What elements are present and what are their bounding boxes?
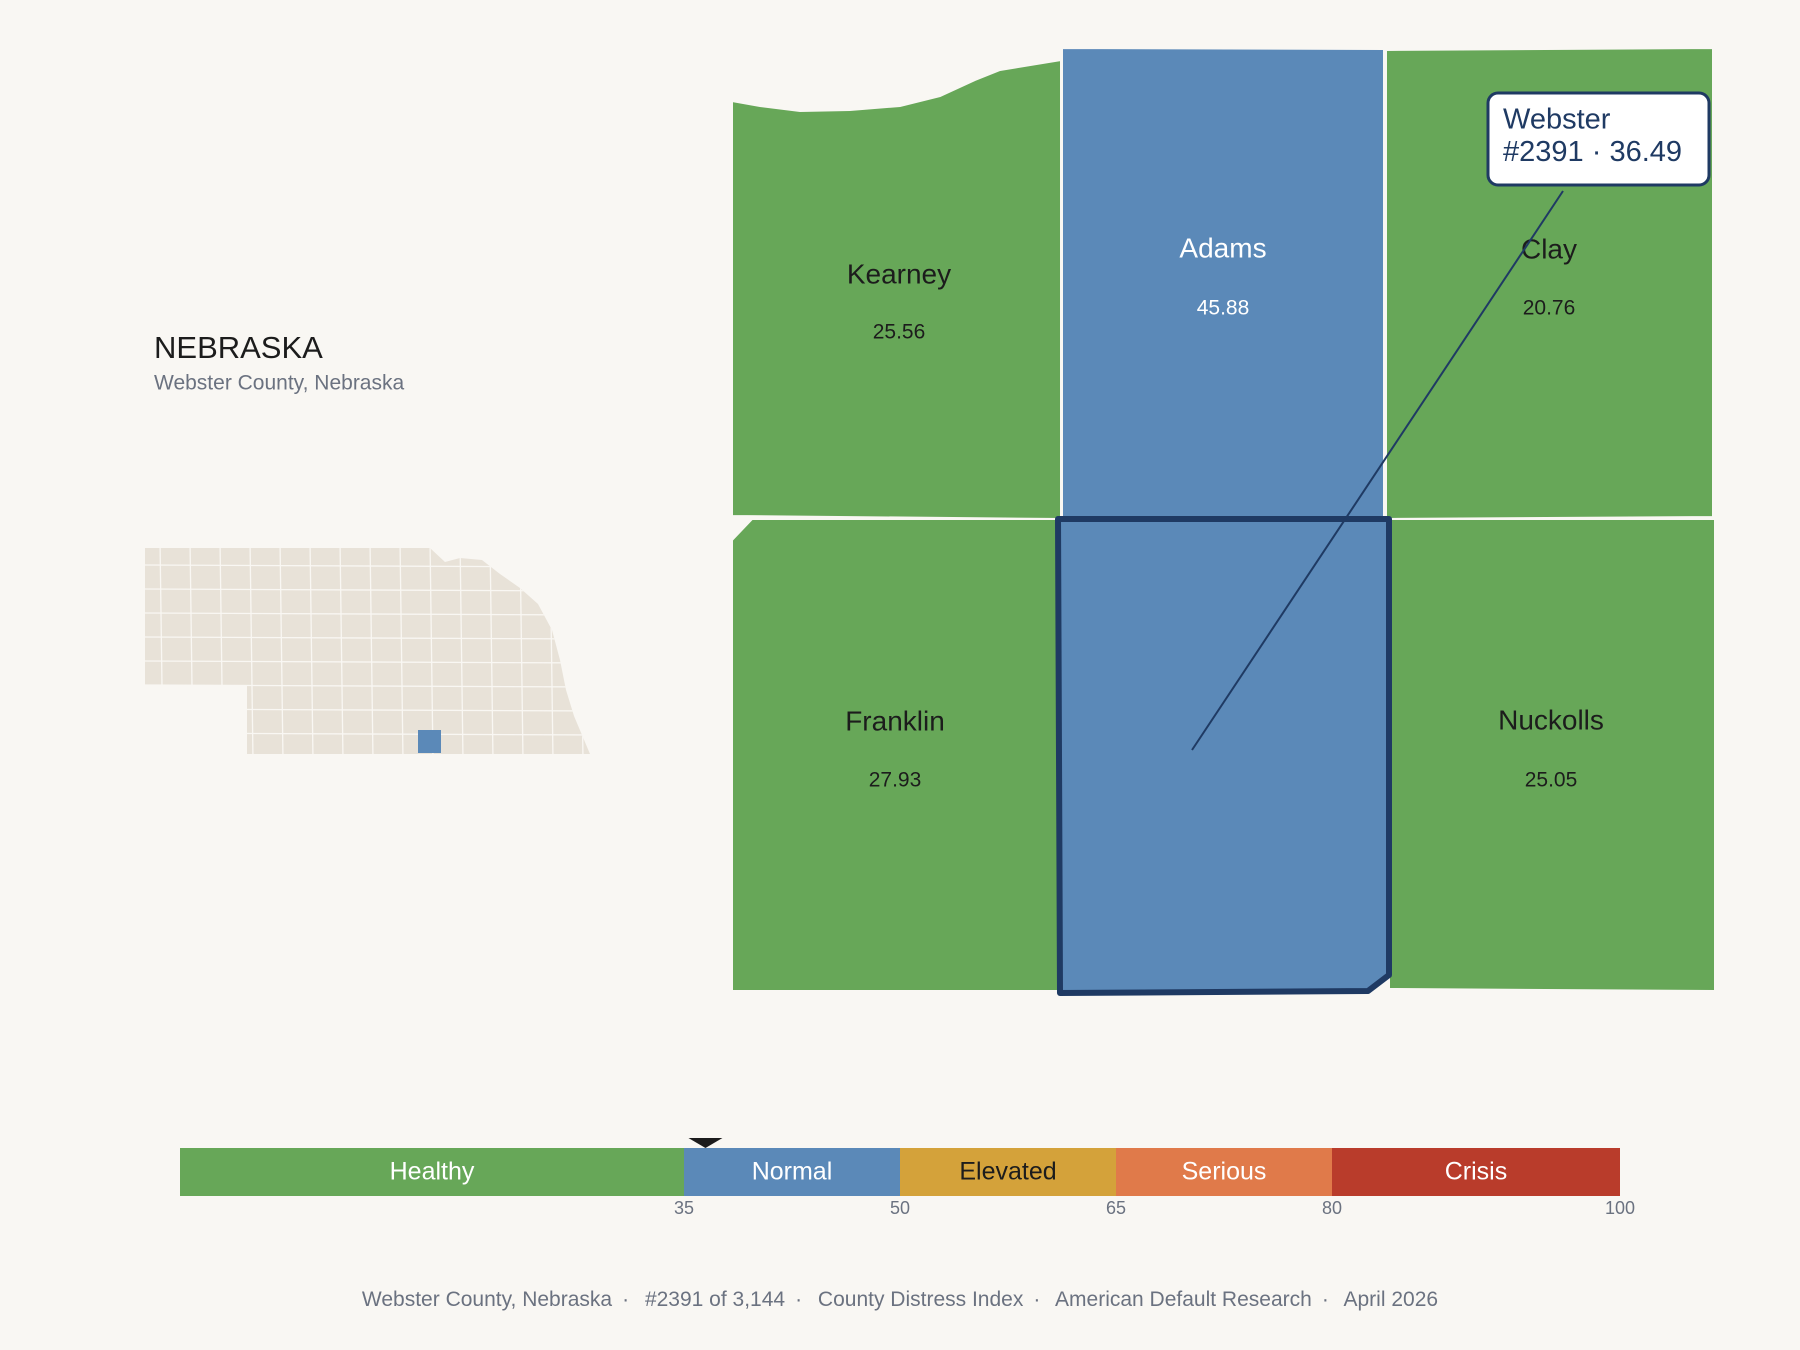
footer-item: #2391 of 3,144 — [645, 1288, 785, 1311]
scale-tick-label: 35 — [674, 1198, 694, 1218]
county-border — [145, 612, 590, 616]
footer-separator: · — [795, 1288, 802, 1311]
county-border — [429, 548, 434, 754]
county-value: 20.76 — [1523, 297, 1576, 320]
footer-separator: · — [1033, 1288, 1040, 1311]
scale-tick-label: 80 — [1322, 1198, 1342, 1218]
county-name: Adams — [1179, 232, 1266, 263]
county-value: 27.93 — [869, 769, 922, 792]
callout-separator: · — [1592, 136, 1602, 168]
scale-band-label: Serious — [1182, 1158, 1267, 1186]
footer-item: Webster County, Nebraska — [362, 1288, 612, 1311]
county-name: Franklin — [845, 705, 945, 736]
callout-leader — [1191, 190, 1564, 751]
county[interactable] — [731, 518, 1059, 992]
scale-tick-label: 50 — [890, 1198, 910, 1218]
footer-item: April 2026 — [1344, 1288, 1439, 1311]
county-border — [489, 548, 494, 754]
distress-scale: Healthy Normal Elevated Serious Crisis 35 50 65… — [180, 1138, 1635, 1218]
callout-box — [1486, 91, 1711, 187]
county-value: 45.88 — [1197, 297, 1250, 320]
county-name: Kearney — [847, 258, 951, 289]
scale-band-label: Crisis — [1445, 1158, 1508, 1186]
county-border — [145, 636, 590, 640]
callout-detail: #2391 · 36.49 — [1503, 136, 1682, 168]
callout-name: Webster — [1503, 104, 1611, 136]
scale-band — [180, 1148, 684, 1196]
state-subtitle: Webster County, Nebraska — [154, 372, 404, 395]
scale-band-label: Healthy — [390, 1158, 475, 1186]
callout-rank: #2391 — [1503, 136, 1584, 168]
county-border — [145, 660, 590, 664]
scale-band — [900, 1148, 1116, 1196]
footer: Webster County, Nebraska · #2391 of 3,144… — [362, 1288, 1438, 1311]
county[interactable] — [1388, 518, 1716, 993]
callout-score: 36.49 — [1609, 136, 1682, 168]
county-border — [459, 548, 464, 754]
county-border — [399, 548, 404, 754]
scale-band — [684, 1148, 900, 1196]
county[interactable] — [731, 58, 1062, 521]
county-border — [369, 548, 374, 754]
county[interactable] — [1061, 46, 1385, 520]
footer-separator: · — [622, 1288, 629, 1311]
scale-marker — [688, 1138, 723, 1148]
scale-tick-label: 100 — [1605, 1198, 1635, 1218]
county-border — [249, 548, 254, 754]
state-title: NEBRASKA — [154, 330, 323, 365]
scale-band-label: Normal — [752, 1158, 833, 1186]
county-map: Kearney 25.56 Adams 45.88 Clay 20.76 Franklin 2… — [731, 46, 1716, 993]
footer-item: County Distress Index — [818, 1288, 1024, 1311]
county-border — [339, 548, 344, 754]
scale-band — [1116, 1148, 1332, 1196]
county-border — [279, 548, 284, 754]
county-value: 25.56 — [873, 321, 926, 344]
selected-county[interactable] — [1055, 516, 1392, 996]
scale-band-label: Elevated — [959, 1158, 1056, 1186]
footer-separator: · — [1322, 1288, 1329, 1311]
scale-band — [1332, 1148, 1620, 1196]
locator-highlight — [418, 730, 441, 753]
county-name: Clay — [1521, 233, 1577, 264]
county-value: 25.05 — [1525, 769, 1578, 792]
scale-tick-label: 65 — [1106, 1198, 1126, 1218]
county-border — [309, 548, 314, 754]
footer-item: American Default Research — [1055, 1288, 1312, 1311]
county-name: Nuckolls — [1498, 704, 1604, 735]
